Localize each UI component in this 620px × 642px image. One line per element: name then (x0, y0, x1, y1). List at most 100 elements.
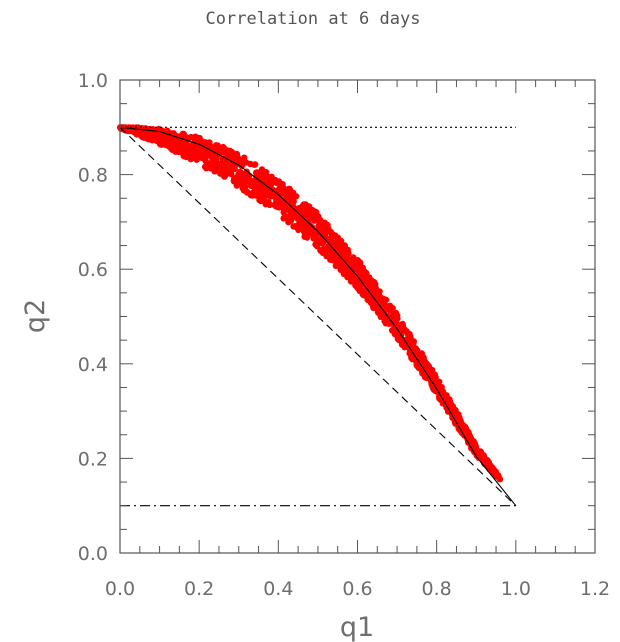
scatter-point (290, 189, 297, 196)
scatter-point (298, 214, 306, 222)
scatter-point (280, 207, 288, 215)
scatter-point (226, 169, 234, 177)
chart-title: Correlation at 6 days (206, 9, 421, 29)
scatter-point (328, 237, 335, 245)
y-tick-labels: 0.0 0.2 0.4 0.6 0.8 1.0 (78, 70, 108, 565)
scatter-point (262, 169, 270, 176)
scatter-point (301, 233, 308, 240)
scatter-point (249, 189, 257, 196)
x-tick-label: 0.0 (105, 578, 135, 600)
scatter-point (327, 255, 334, 262)
scatter-point (226, 147, 234, 155)
scatter-point (216, 166, 223, 173)
scatter-point (223, 160, 230, 167)
scatter-band (116, 124, 504, 483)
scatter-point (327, 228, 334, 235)
scatter-point (384, 315, 392, 322)
y-tick-label: 0.8 (78, 165, 108, 187)
scatter-point (263, 199, 270, 206)
scatter-point (300, 228, 308, 236)
scatter-point (425, 370, 432, 378)
scatter-point (403, 328, 410, 335)
scatter-point (344, 248, 351, 255)
scatter-point (496, 476, 504, 483)
scatter-point (289, 194, 297, 201)
scatter-point (320, 231, 328, 238)
scatter-point (273, 191, 280, 198)
axis-ticks (119, 79, 596, 554)
scatter-point (355, 283, 363, 291)
y-tick-label: 1.0 (78, 70, 108, 92)
scatter-point (260, 174, 267, 181)
scatter-point (406, 350, 413, 357)
scatter-point (282, 213, 289, 220)
scatter-point (170, 130, 177, 137)
scatter-point (423, 360, 430, 367)
scatter-point (393, 330, 401, 337)
scatter-point (315, 222, 322, 230)
scatter-point (158, 139, 166, 147)
scatter-point (167, 144, 174, 152)
x-tick-label: 0.4 (263, 578, 293, 600)
scatter-point (337, 264, 344, 271)
scatter-point (361, 292, 368, 299)
scatter-point (213, 144, 220, 151)
scatter-point (238, 162, 245, 169)
y-tick-label: 0.2 (78, 448, 108, 470)
scatter-point (423, 365, 431, 372)
scatter-point (348, 264, 355, 272)
scatter-point (231, 156, 239, 163)
scatter-point (244, 176, 251, 183)
scatter-point (476, 448, 484, 455)
scatter-point (273, 178, 281, 186)
scatter-point (203, 162, 210, 169)
scatter-point (296, 204, 303, 212)
scatter-point (213, 158, 220, 165)
scatter-point (349, 258, 356, 265)
scatter-point (187, 142, 194, 149)
scatter-point (165, 134, 172, 141)
scatter-point (295, 224, 302, 231)
scatter-point (253, 181, 260, 188)
scatter-point (184, 153, 192, 160)
scatter-point (261, 189, 268, 196)
scatter-point (310, 235, 317, 242)
scatter-point (292, 213, 300, 220)
scatter-point (242, 159, 250, 166)
scatter-point (461, 423, 469, 431)
scatter-point (397, 322, 404, 329)
scatter-point (373, 305, 380, 312)
scatter-point (410, 340, 417, 347)
x-tick-labels: 0.0 0.2 0.4 0.6 0.8 1.0 1.2 (105, 578, 610, 600)
scatter-point (140, 130, 147, 138)
scatter-point (456, 414, 463, 421)
scatter-point (192, 133, 199, 140)
scatter-point (391, 316, 399, 324)
scatter-point (237, 172, 245, 180)
y-tick-label: 0.6 (78, 259, 108, 281)
scatter-point (282, 199, 289, 207)
scatter-point (307, 208, 314, 215)
scatter-point (372, 281, 379, 288)
scatter-point (381, 307, 388, 314)
scatter-point (388, 327, 396, 334)
scatter-point (364, 296, 372, 303)
line-solid (119, 126, 517, 507)
scatter-point (363, 269, 370, 277)
scatter-point (412, 345, 419, 353)
scatter-point (306, 216, 313, 223)
scatter-point (210, 166, 217, 173)
scatter-point (288, 205, 295, 213)
x-tick-label: 0.8 (422, 578, 452, 600)
x-axis-title: q1 (340, 612, 374, 642)
x-tick-label: 0.6 (342, 578, 372, 600)
y-tick-label: 0.0 (78, 543, 108, 565)
scatter-point (279, 180, 286, 188)
y-axis-title: q2 (20, 299, 51, 333)
scatter-point (440, 391, 447, 398)
scatter-point (303, 223, 310, 230)
scatter-point (255, 188, 263, 196)
scatter-point (233, 150, 240, 158)
scatter-point (179, 144, 187, 152)
scatter-point (353, 264, 360, 271)
